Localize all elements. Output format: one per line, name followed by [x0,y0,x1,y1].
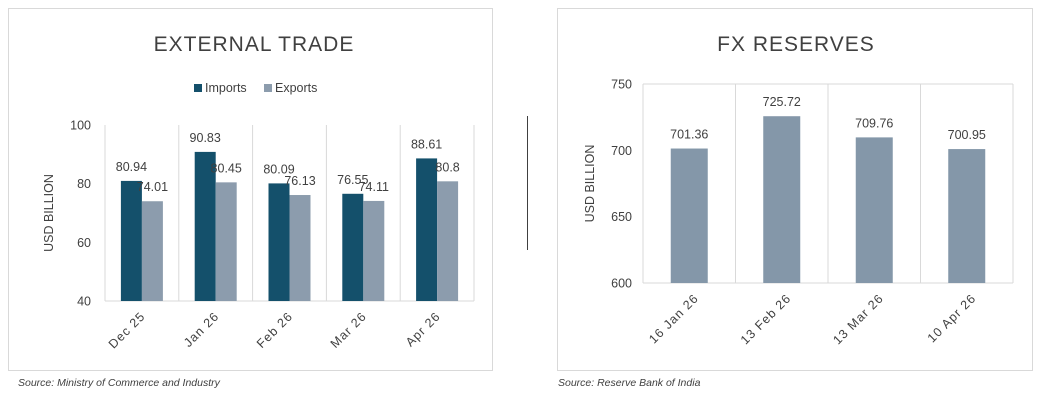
y-tick-label: 700 [611,144,632,158]
external-trade-chart: EXTERNAL TRADE Imports Exports 40 60 80 100 USD… [42,33,475,351]
trade-bar-exports [215,182,237,301]
chart-title: EXTERNAL TRADE [154,33,355,56]
data-label: 80.94 [116,160,147,174]
fx-bar-value [670,148,708,283]
x-category-label: 13 Mar 26 [830,291,886,347]
fx-bar-value [948,149,986,283]
fx-bar-value [763,116,801,284]
trade-bar-exports [437,181,459,301]
data-label: 80.09 [263,162,294,176]
trade-bar-exports [363,200,385,301]
chart-title: FX RESERVES [717,33,875,56]
x-category-label: 10 Apr 26 [925,291,979,345]
data-label: 709.76 [855,116,893,130]
data-label: 725.72 [763,95,801,109]
data-label: 74.01 [137,180,168,194]
fx-reserves-chart: FX RESERVES 600 650 700 750 USD BILLION 701.36… [583,33,1014,347]
x-category-label: 13 Feb 26 [738,291,794,347]
data-label: 700.95 [948,128,986,142]
trade-bar-imports [120,180,142,301]
trade-source-note: Source: Ministry of Commerce and Industr… [18,377,220,389]
data-label: 701.36 [670,128,708,142]
fx-reserves-panel: FX RESERVES 600 650 700 750 USD BILLION 701.36… [557,8,1033,371]
x-category-label: Mar 26 [328,309,370,351]
y-tick-label: 750 [611,78,632,92]
data-label: 76.55 [337,173,368,187]
trade-bar-exports [141,201,163,301]
y-tick-label: 650 [611,210,632,224]
y-tick-label: 600 [611,277,632,291]
y-axis-label: USD BILLION [42,174,56,252]
legend-swatch-imports [194,84,202,92]
legend-label-imports: Imports [205,81,247,95]
trade-bar-imports [416,158,438,301]
legend-label-exports: Exports [275,81,317,95]
y-tick-label: 100 [70,119,91,133]
x-category-label: Apr 26 [403,309,443,349]
trade-bar-exports [289,195,311,301]
x-category-label: 16 Jan 26 [646,291,701,346]
y-axis-label: USD BILLION [583,145,597,223]
y-tick-label: 60 [77,236,91,250]
data-label: 90.83 [190,131,221,145]
fx-bar-value [855,137,893,283]
trade-bar-imports [342,193,364,301]
trade-bar-imports [194,151,216,301]
data-label: 80.45 [211,161,242,175]
x-category-label: Dec 25 [106,309,148,351]
external-trade-panel: EXTERNAL TRADE Imports Exports 40 60 80 100 USD… [8,8,493,371]
data-label: 80.8 [435,160,459,174]
legend-swatch-exports [264,84,272,92]
x-category-label: Feb 26 [254,309,296,351]
trade-bar-imports [268,183,290,301]
data-label: 76.13 [284,174,315,188]
y-tick-label: 80 [77,177,91,191]
x-category-label: Jan 26 [181,309,222,350]
y-tick-label: 40 [77,295,91,309]
panel-divider [527,116,528,250]
data-label: 74.11 [359,180,389,194]
fx-source-note: Source: Reserve Bank of India [558,377,701,389]
data-label: 88.61 [411,137,442,151]
